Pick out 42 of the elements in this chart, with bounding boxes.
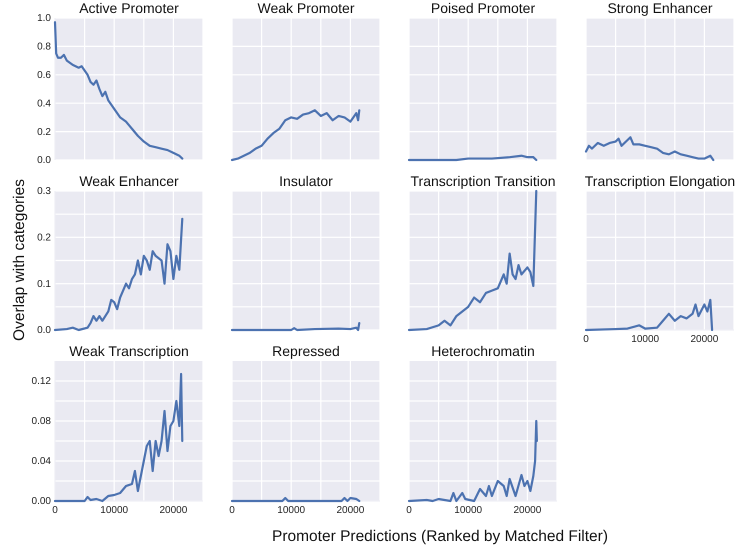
y-tick-label: 1.0 <box>37 13 52 24</box>
x-tick-label: 0 <box>583 334 590 346</box>
y-tick-label: 0.04 <box>32 456 52 468</box>
x-tick-label: 10000 <box>454 505 483 516</box>
x-tick-label: 0 <box>229 505 236 516</box>
y-tick-label: 0.12 <box>32 376 52 388</box>
y-axis-title: Overlap with categories <box>11 178 28 341</box>
y-tick-label: 0.1 <box>37 278 52 290</box>
line-series <box>54 21 184 160</box>
x-tick-label: 0 <box>52 505 58 516</box>
x-tick-label: 20000 <box>336 505 365 516</box>
y-tick-label: 0.8 <box>37 42 52 53</box>
y-tick-label: 0.08 <box>32 416 52 428</box>
chart-title: Transcription Elongation <box>584 173 736 189</box>
y-tick-label: 0.2 <box>37 126 52 138</box>
x-tick-label: 20000 <box>690 334 719 346</box>
line-series <box>54 372 184 502</box>
y-tick-label: 0.0 <box>37 325 52 336</box>
x-tick-label: 10000 <box>277 505 306 516</box>
x-tick-label: 10000 <box>631 334 660 346</box>
chart-title: Weak Transcription <box>69 343 189 359</box>
y-tick-label: 0.2 <box>37 232 52 244</box>
chart-title: Transcription Transition <box>410 173 556 189</box>
chart-title: Active Promoter <box>79 0 180 16</box>
chart-title: Weak Promoter <box>258 0 355 16</box>
y-tick-label: 0.6 <box>37 70 52 81</box>
line-series <box>54 218 184 332</box>
chart-title: Poised Promoter <box>430 0 536 16</box>
y-tick-label: 0.4 <box>37 98 52 110</box>
x-tick-label: 20000 <box>513 505 542 516</box>
y-tick-label: 0.3 <box>37 186 52 198</box>
x-tick-label: 20000 <box>159 505 188 516</box>
chart-title: Insulator <box>279 173 334 189</box>
chart-title: Heterochromatin <box>431 343 535 359</box>
x-tick-label: 10000 <box>100 505 129 516</box>
chart-title: Weak Enhancer <box>79 173 180 189</box>
y-tick-label: 0.0 <box>37 155 52 166</box>
chart-title: Strong Enhancer <box>607 0 713 16</box>
chart-title: Repressed <box>272 343 340 359</box>
y-tick-label: 0.00 <box>32 496 52 508</box>
x-axis-title: Promoter Predictions (Ranked by Matched Filter) <box>272 528 608 545</box>
x-tick-label: 0 <box>406 505 412 516</box>
